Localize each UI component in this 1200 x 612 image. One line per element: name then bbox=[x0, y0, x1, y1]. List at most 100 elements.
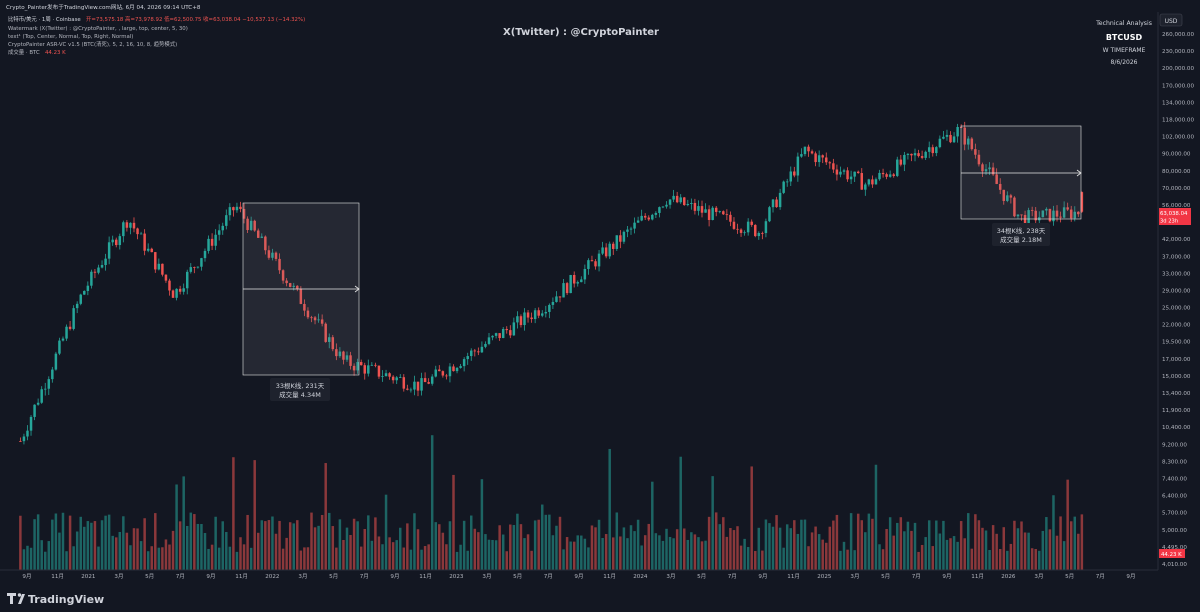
volume-bar bbox=[949, 538, 952, 570]
candle bbox=[597, 249, 601, 272]
candle bbox=[285, 278, 288, 287]
volume-bar bbox=[423, 546, 427, 570]
candle bbox=[991, 162, 995, 176]
candle bbox=[956, 123, 959, 143]
price-tick: 17,000.00 bbox=[1162, 357, 1191, 363]
candle bbox=[349, 351, 352, 370]
candle bbox=[157, 258, 161, 271]
candle bbox=[388, 372, 391, 380]
volume-bar bbox=[146, 551, 150, 570]
volume-bar bbox=[785, 524, 789, 570]
volume-bar bbox=[612, 537, 615, 570]
legend-volume-label[interactable]: 成交量 · BTC bbox=[8, 48, 40, 56]
candle bbox=[871, 175, 874, 188]
price-tick: 9,200.00 bbox=[1162, 442, 1187, 448]
volume-bar bbox=[72, 546, 75, 570]
candle bbox=[1013, 196, 1016, 218]
volume-bar bbox=[988, 549, 991, 570]
candle bbox=[281, 269, 285, 284]
volume-bar bbox=[856, 513, 860, 570]
volume-bar bbox=[466, 550, 469, 570]
volume-bar bbox=[1020, 521, 1023, 570]
volume-bar bbox=[75, 531, 79, 570]
volume-bar bbox=[732, 530, 736, 570]
volume-bar bbox=[924, 537, 927, 570]
candle bbox=[743, 230, 746, 236]
candle bbox=[1059, 211, 1062, 223]
volume-bar bbox=[384, 494, 388, 570]
volume-bar bbox=[597, 519, 601, 570]
volume-bar bbox=[626, 538, 629, 570]
volume-bar bbox=[352, 518, 356, 570]
time-axis[interactable]: 9月 11月 2021 3月 5月 7月 9月 11月 2022 3月 5月 7月 9月 11月 2023 3… bbox=[0, 569, 1158, 580]
candle bbox=[917, 149, 920, 158]
candle bbox=[338, 347, 342, 358]
candle bbox=[1030, 206, 1034, 217]
price-tick: 102,000.00 bbox=[1162, 135, 1194, 141]
volume-bar bbox=[313, 527, 317, 570]
candle bbox=[83, 290, 86, 295]
legend-text-indicator[interactable]: text¹ (Top, Center, Normal, Top, Right, … bbox=[8, 33, 133, 40]
volume-bar bbox=[796, 533, 800, 570]
candle bbox=[746, 218, 750, 236]
candle bbox=[54, 351, 58, 371]
price-axis[interactable]: USD 260,000.00 230,000.00 200,000.00 170,00… bbox=[1157, 12, 1194, 570]
time-tick: 7月 bbox=[176, 573, 185, 580]
candle bbox=[352, 363, 356, 376]
volume-bar bbox=[1045, 517, 1048, 570]
currency-badge[interactable] bbox=[1159, 13, 1183, 27]
candle bbox=[370, 362, 374, 366]
candle bbox=[636, 216, 640, 223]
price-tick: 4,495.00 bbox=[1162, 545, 1187, 551]
candle bbox=[313, 315, 317, 325]
brand-footer[interactable]: TradingView bbox=[0, 584, 1200, 612]
candle bbox=[438, 365, 441, 372]
candle bbox=[906, 153, 910, 160]
candle bbox=[1041, 210, 1045, 218]
tradingview-logo-icon bbox=[7, 593, 25, 604]
brand-name: TradingView bbox=[28, 593, 104, 606]
candle bbox=[501, 326, 505, 339]
volume-bar bbox=[448, 521, 452, 570]
candle bbox=[86, 281, 90, 296]
candle bbox=[225, 209, 228, 230]
candle bbox=[139, 231, 143, 235]
volume-bar bbox=[22, 549, 26, 570]
volume-bar bbox=[736, 526, 739, 570]
time-tick: 11月 bbox=[787, 573, 800, 580]
candle bbox=[448, 363, 452, 383]
legend-symbol[interactable]: 比特币/美元 · 1周 · Coinbase bbox=[8, 15, 81, 23]
volume-bar bbox=[377, 536, 381, 570]
candle bbox=[981, 162, 984, 177]
candle bbox=[551, 297, 555, 310]
volume-bar bbox=[878, 544, 881, 570]
price-tick: 13,400.00 bbox=[1162, 391, 1191, 397]
range-measure-2[interactable]: 34根K线, 238天 成交量 2.18M bbox=[960, 125, 1082, 246]
candle bbox=[1002, 189, 1006, 205]
volume-bar bbox=[452, 474, 455, 570]
volume-bar bbox=[896, 522, 899, 570]
volume-bar bbox=[196, 523, 200, 570]
volume-bar bbox=[629, 525, 633, 570]
legend-watermark-indicator[interactable]: Watermark (X(Twitter) : @CryptoPainter, … bbox=[8, 26, 188, 32]
volume-bar bbox=[274, 533, 278, 570]
candle bbox=[775, 196, 778, 208]
range-measure-1[interactable]: 33根K线, 231天 成交量 4.34M bbox=[242, 202, 360, 401]
price-tick: 10,400.00 bbox=[1162, 425, 1191, 431]
candle bbox=[913, 148, 917, 162]
volume-bar bbox=[697, 537, 700, 570]
volume-bar bbox=[565, 537, 569, 570]
legend-asr-indicator[interactable]: CryptoPainter ASR-VC v1.5 (BTC(清死), 5, 2… bbox=[8, 40, 177, 48]
candle bbox=[633, 217, 636, 234]
candle bbox=[679, 194, 682, 204]
range-2-volume-label: 成交量 2.18M bbox=[1000, 235, 1042, 244]
candle bbox=[267, 245, 271, 260]
candle bbox=[221, 222, 224, 235]
volume-bar bbox=[888, 517, 892, 570]
volume-bar bbox=[161, 547, 164, 570]
volume-bar bbox=[427, 544, 430, 570]
volume-bar bbox=[391, 542, 395, 570]
candle bbox=[68, 320, 72, 331]
candle bbox=[672, 189, 675, 203]
